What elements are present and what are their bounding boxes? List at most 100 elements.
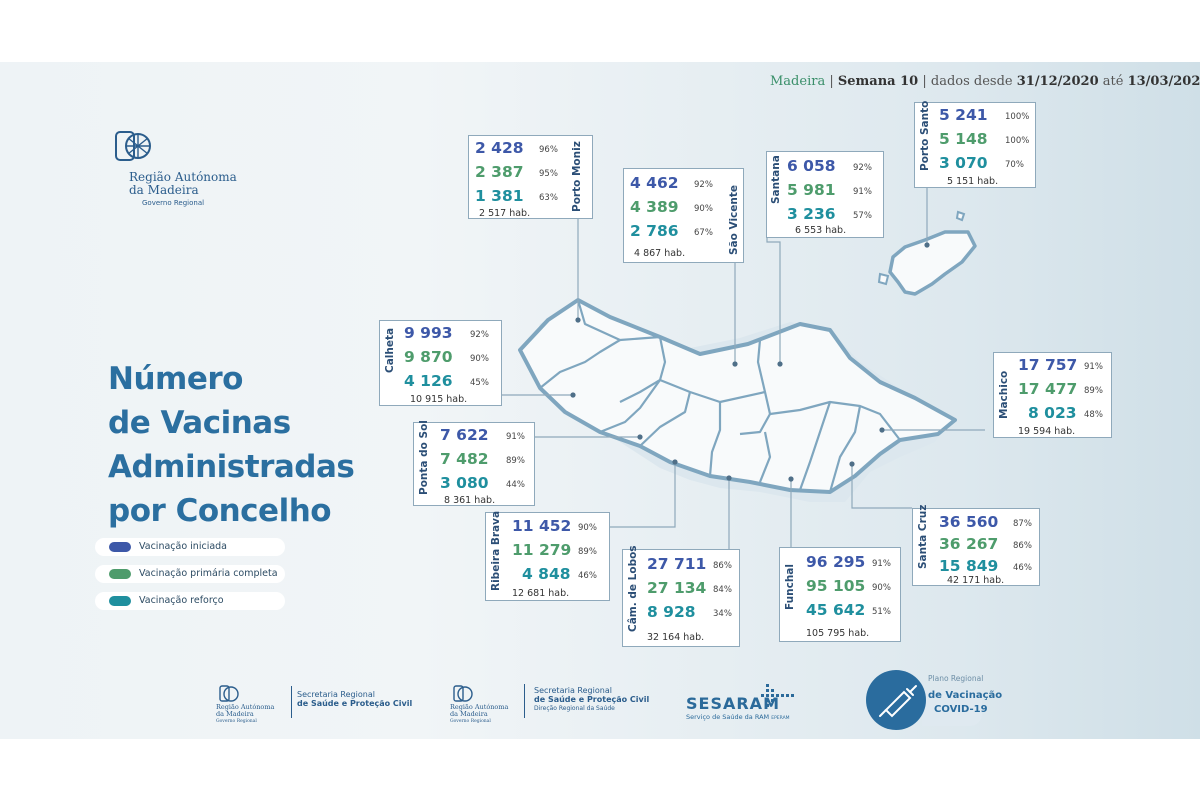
funchal-initiated: 96 295 <box>806 553 866 571</box>
ribeira-brava-name: Ribeira Brava <box>490 510 502 591</box>
machico-population: 19 594 hab. <box>1018 426 1076 437</box>
infographic-panel: Madeira | Semana 10 | dados desde 31/12/… <box>0 62 1200 739</box>
porto-santo-booster-pct: 70% <box>1005 160 1024 170</box>
header-ate: até <box>1102 74 1124 89</box>
logo-line-1: Região Autónoma <box>129 170 237 184</box>
ponta-do-sol-initiated: 7 622 <box>440 426 489 444</box>
footer-sec1-line1: Secretaria Regional <box>297 690 375 699</box>
callout-porto-santo: 5 241 100% 5 148 100% 3 070 70% 5 151 ha… <box>914 101 1036 188</box>
footer-logo1-line3: Governo Regional <box>216 719 257 724</box>
sao-vicente-complete-pct: 90% <box>694 204 713 214</box>
porto-santo-population: 5 151 hab. <box>947 176 999 187</box>
title-line-1: Número <box>108 361 243 397</box>
plan-line-2: de Vacinação <box>928 690 1003 701</box>
camara-de-lobos-name: Câm. de Lobos <box>627 545 639 632</box>
legend-label-complete: Vacinação primária completa <box>139 568 278 579</box>
legend-swatch-initiated <box>109 542 131 552</box>
legend-item-initiated: Vacinação iniciada <box>95 538 285 556</box>
funchal-initiated-pct: 91% <box>872 559 891 569</box>
sao-vicente-complete: 4 389 <box>630 198 679 216</box>
santana-complete: 5 981 <box>787 181 836 199</box>
porto-moniz-population: 2 517 hab. <box>479 208 531 219</box>
legend-item-complete: Vacinação primária completa <box>95 565 285 583</box>
santana-name: Santana <box>770 155 782 204</box>
porto-moniz-booster: 1 381 <box>475 187 524 205</box>
funchal-complete: 95 105 <box>806 577 866 595</box>
header-since: | dados desde <box>922 74 1013 89</box>
porto-santo-booster: 3 070 <box>939 154 988 172</box>
footer-sec1-line2: de Saúde e Proteção Civil <box>297 699 413 708</box>
santa-cruz-complete: 36 267 <box>939 535 999 553</box>
sesaram-dots-icon <box>761 684 794 707</box>
santana-booster: 3 236 <box>787 205 836 223</box>
plan-line-3: COVID-19 <box>934 704 988 715</box>
porto-santo-complete-pct: 100% <box>1005 136 1030 146</box>
ponta-do-sol-complete-pct: 89% <box>506 456 525 466</box>
footer-logo-secretaria: Região Autónoma da Madeira Governo Regio… <box>216 682 416 724</box>
santa-cruz-name: Santa Cruz <box>917 504 929 569</box>
machico-complete: 17 477 <box>1018 380 1078 398</box>
legend-swatch-complete <box>109 569 131 579</box>
ribeira-brava-population: 12 681 hab. <box>512 588 570 599</box>
sao-vicente-booster-pct: 67% <box>694 228 713 238</box>
machico-name: Machico <box>998 370 1010 419</box>
machico-complete-pct: 89% <box>1084 386 1103 396</box>
camara-de-lobos-initiated: 27 711 <box>647 555 707 573</box>
porto-santo-complete: 5 148 <box>939 130 988 148</box>
footer-sec2-line1: Secretaria Regional <box>534 686 612 695</box>
santa-cruz-initiated-pct: 87% <box>1013 519 1032 529</box>
logo-line-2: da Madeira <box>129 183 199 197</box>
legend-label-booster: Vacinação reforço <box>139 595 224 606</box>
camara-de-lobos-booster: 8 928 <box>647 603 696 621</box>
porto-santo-initiated-pct: 100% <box>1005 112 1030 122</box>
santana-population: 6 553 hab. <box>795 225 847 236</box>
santana-initiated: 6 058 <box>787 157 836 175</box>
sao-vicente-booster: 2 786 <box>630 222 679 240</box>
calheta-initiated: 9 993 <box>404 324 453 342</box>
legend: Vacinação iniciada Vacinação primária co… <box>95 538 285 619</box>
madeira-map <box>502 181 985 549</box>
callout-leaders <box>502 181 985 549</box>
callout-funchal: 96 295 91% 95 105 90% 45 642 51% 105 795… <box>779 547 901 642</box>
footer-logo2-line3: Governo Regional <box>450 719 491 724</box>
coat-of-arms-icon <box>115 131 151 161</box>
title-line-2: de Vacinas <box>108 405 291 441</box>
sao-vicente-name: São Vicente <box>728 184 740 255</box>
regiao-autonoma-logo: Região Autónoma da Madeira Governo Regio… <box>112 128 272 218</box>
legend-item-booster: Vacinação reforço <box>95 592 285 610</box>
porto-moniz-booster-pct: 63% <box>539 193 558 203</box>
legend-label-initiated: Vacinação iniciada <box>139 541 228 552</box>
santa-cruz-population: 42 171 hab. <box>947 575 1005 586</box>
ponta-do-sol-name: Ponta do Sol <box>418 420 430 495</box>
header-week: Semana 10 <box>837 74 919 89</box>
plano-vacinacao-logo: Plano Regional de Vacinação COVID-19 <box>866 666 1046 736</box>
ribeira-brava-booster: 4 848 <box>522 565 571 583</box>
footer-divider <box>524 684 525 718</box>
ponta-do-sol-complete: 7 482 <box>440 450 489 468</box>
madeira-island <box>518 298 957 494</box>
santa-cruz-booster-pct: 46% <box>1013 563 1032 573</box>
footer-logo2-line2: da Madeira <box>450 710 488 718</box>
page-title: Número de Vacinas Administradas por Conc… <box>108 357 355 533</box>
coat-of-arms-icon <box>219 685 239 702</box>
callout-calheta: 9 993 92% 9 870 90% 4 126 45% 10 915 hab… <box>379 320 502 406</box>
legend-swatch-booster <box>109 596 131 606</box>
funchal-booster: 45 642 <box>806 601 866 619</box>
syringe-icon <box>879 685 917 718</box>
title-line-4: por Concelho <box>108 493 332 529</box>
ribeira-brava-initiated-pct: 90% <box>578 523 597 533</box>
footer-sec2-line3: Direção Regional da Saúde <box>534 705 615 712</box>
porto-moniz-complete-pct: 95% <box>539 169 558 179</box>
santa-cruz-complete-pct: 86% <box>1013 541 1032 551</box>
sao-vicente-population: 4 867 hab. <box>634 248 686 259</box>
sesaram-logo: SESARAM <box>686 694 780 713</box>
camara-de-lobos-initiated-pct: 86% <box>713 561 732 571</box>
coat-of-arms-icon <box>453 685 473 702</box>
logo-line-3: Governo Regional <box>142 199 205 207</box>
calheta-booster: 4 126 <box>404 372 453 390</box>
funchal-complete-pct: 90% <box>872 583 891 593</box>
santana-booster-pct: 57% <box>853 211 872 221</box>
porto-santo-islet-2 <box>955 210 966 222</box>
santa-cruz-booster: 15 849 <box>939 557 999 575</box>
ponta-do-sol-booster: 3 080 <box>440 474 489 492</box>
